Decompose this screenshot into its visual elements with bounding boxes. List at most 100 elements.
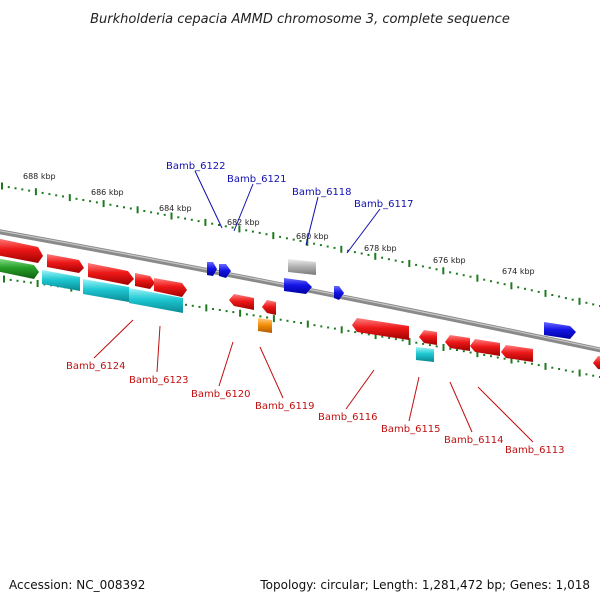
gene-blue-bamb6122[interactable] — [207, 262, 217, 276]
gene-cyan-bamb6123-a[interactable] — [83, 279, 129, 302]
outer-tick-68 — [462, 274, 465, 277]
label-bamb6113[interactable]: Bamb_6113 — [505, 445, 565, 456]
inner-tick-69 — [469, 351, 472, 354]
outer-tick-52 — [353, 251, 356, 254]
inner-tick-48 — [327, 326, 330, 329]
label-bamb6122[interactable]: Bamb_6122 — [166, 161, 226, 172]
outer-tick-21 — [143, 210, 146, 212]
outer-scale-ticks — [1, 182, 600, 307]
gene-red-bamb6119[interactable] — [262, 300, 276, 315]
inner-tick-45 — [306, 320, 309, 328]
outer-tick-48 — [326, 245, 329, 248]
label-bamb6115[interactable]: Bamb_6115 — [381, 424, 441, 435]
inner-tick-84 — [571, 370, 574, 373]
outer-tick-67 — [455, 272, 458, 275]
inner-tick-37 — [252, 314, 255, 317]
leader-bamb6114 — [449, 381, 473, 433]
gene-red-bamb6115[interactable] — [419, 330, 437, 345]
outer-tick-65 — [442, 267, 445, 275]
label-bamb6118[interactable]: Bamb_6118 — [292, 187, 352, 198]
inner-tick-64 — [435, 345, 438, 348]
leader-bamb6116 — [345, 369, 375, 410]
leader-bamb6124 — [93, 319, 134, 359]
inner-tick-57 — [388, 336, 391, 339]
inner-tick-47 — [320, 325, 323, 328]
outer-tick-25 — [170, 212, 173, 220]
label-bamb6120[interactable]: Bamb_6120 — [191, 389, 251, 400]
inner-tick-41 — [279, 318, 282, 321]
label-bamb6119[interactable]: Bamb_6119 — [255, 401, 315, 412]
gene-green-1[interactable] — [0, 258, 39, 279]
label-bamb6116[interactable]: Bamb_6116 — [318, 412, 378, 423]
gene-cyan-bamb6124[interactable] — [42, 270, 80, 291]
inner-tick-29 — [198, 305, 201, 308]
gene-red-bamb6113-b[interactable] — [501, 345, 533, 362]
leader-bamb6113 — [477, 386, 534, 443]
gene-cyan-1[interactable] — [416, 347, 434, 362]
inner-tick-40 — [272, 315, 275, 323]
gene-red-bamb6113-a[interactable] — [470, 339, 500, 356]
outer-tick-56 — [381, 256, 384, 259]
inner-tick-35 — [239, 309, 242, 317]
gene-red-bamb6116[interactable] — [352, 318, 409, 340]
outer-tick-53 — [360, 252, 363, 255]
gene-red-1[interactable] — [0, 238, 43, 263]
outer-tick-27 — [184, 217, 187, 220]
gene-gray-bamb6118[interactable] — [288, 259, 316, 275]
leader-bamb6123 — [156, 325, 161, 373]
inner-tick-51 — [347, 329, 350, 332]
outer-tick-20 — [136, 206, 139, 214]
gene-cyan-bamb6123-b[interactable] — [129, 288, 183, 313]
inner-tick-78 — [530, 362, 533, 365]
leader-bamb6120 — [218, 341, 234, 387]
gene-orange-1[interactable] — [258, 318, 272, 333]
outer-tick-10 — [68, 194, 71, 202]
outer-tick-73 — [496, 281, 499, 284]
label-bamb6124[interactable]: Bamb_6124 — [66, 361, 126, 372]
outer-tick-81 — [551, 294, 554, 296]
gene-red-bamb6114[interactable] — [445, 335, 470, 351]
leader-bamb6115 — [408, 376, 420, 422]
inner-tick-53 — [361, 332, 363, 335]
gene-red-2[interactable] — [47, 254, 84, 273]
scale-label-674: 674 kbp — [502, 267, 535, 276]
gene-blue-forward-1[interactable] — [284, 278, 312, 294]
label-bamb6114[interactable]: Bamb_6114 — [444, 435, 504, 446]
outer-tick-42 — [285, 237, 288, 240]
outer-tick-58 — [394, 259, 397, 262]
gene-blue-bamb6121[interactable] — [219, 264, 231, 278]
inner-tick-66 — [449, 347, 452, 350]
outer-tick-83 — [564, 297, 567, 300]
label-bamb6121[interactable]: Bamb_6121 — [227, 174, 287, 185]
outer-tick-61 — [415, 263, 418, 266]
reverse-genes — [0, 258, 600, 370]
inner-tick-75 — [510, 356, 513, 364]
outer-tick-0 — [1, 182, 3, 190]
gene-red-bamb6120[interactable] — [229, 294, 254, 310]
scale-label-680: 680 kbp — [296, 232, 329, 241]
gene-red-5[interactable] — [154, 278, 187, 297]
inner-tick-27 — [185, 303, 187, 306]
accession-text: Accession: NC_008392 — [9, 578, 146, 592]
outer-tick-16 — [109, 203, 112, 206]
gene-red-4[interactable] — [135, 273, 155, 289]
outer-tick-34 — [231, 226, 234, 229]
gene-red-edge[interactable] — [593, 356, 600, 370]
outer-tick-71 — [483, 278, 486, 281]
label-bamb6117[interactable]: Bamb_6117 — [354, 199, 414, 210]
outer-tick-64 — [435, 268, 438, 271]
outer-tick-49 — [333, 246, 336, 249]
outer-tick-7 — [48, 193, 51, 196]
label-bamb6123[interactable]: Bamb_6123 — [129, 375, 189, 386]
inner-tick-33 — [225, 310, 228, 313]
outer-tick-15 — [102, 200, 105, 208]
gene-red-3[interactable] — [88, 263, 134, 285]
outer-tick-43 — [292, 238, 295, 241]
outer-tick-75 — [510, 282, 513, 290]
inner-tick-56 — [381, 335, 384, 338]
gene-blue-bamb6117[interactable] — [334, 286, 344, 300]
inner-tick-87 — [592, 374, 595, 377]
outer-tick-69 — [469, 275, 472, 278]
gene-blue-forward-2[interactable] — [544, 322, 576, 339]
inner-tick-43 — [293, 320, 296, 323]
